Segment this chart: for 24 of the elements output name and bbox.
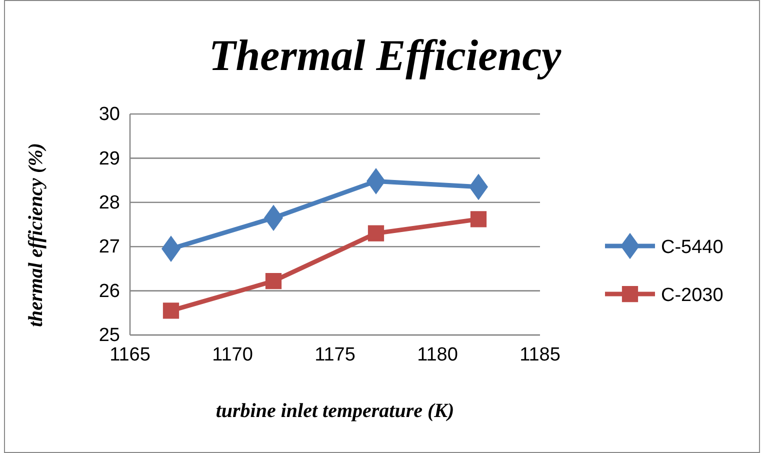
point bbox=[264, 204, 283, 232]
x-axis-title: turbine inlet temperature (K) bbox=[216, 400, 454, 422]
point bbox=[162, 302, 180, 319]
x-tick-label: 1185 bbox=[520, 344, 560, 366]
y-tick-label: 27 bbox=[98, 236, 120, 258]
y-tick-label: 29 bbox=[98, 148, 120, 170]
point bbox=[470, 211, 487, 228]
point bbox=[366, 168, 386, 194]
x-tick-label: 1175 bbox=[314, 344, 356, 366]
y-tick-label: 30 bbox=[98, 104, 120, 126]
legend-label: C-5440 bbox=[661, 237, 724, 258]
x-tick-label: 1180 bbox=[417, 344, 458, 366]
x-tick-label: 1165 bbox=[110, 344, 150, 366]
chart-title: Thermal Efficiency bbox=[208, 31, 562, 80]
point bbox=[368, 225, 384, 242]
x-tick-label: 1170 bbox=[212, 344, 253, 366]
y-tick-label: 28 bbox=[98, 192, 120, 214]
y-tick-label: 25 bbox=[98, 325, 120, 346]
y-tick-label: 26 bbox=[98, 280, 120, 302]
legend-label: C-2030 bbox=[661, 285, 724, 306]
point bbox=[162, 236, 180, 262]
point bbox=[265, 273, 282, 290]
y-axis-title: thermal efficiency (%) bbox=[25, 142, 47, 328]
point bbox=[469, 174, 488, 200]
